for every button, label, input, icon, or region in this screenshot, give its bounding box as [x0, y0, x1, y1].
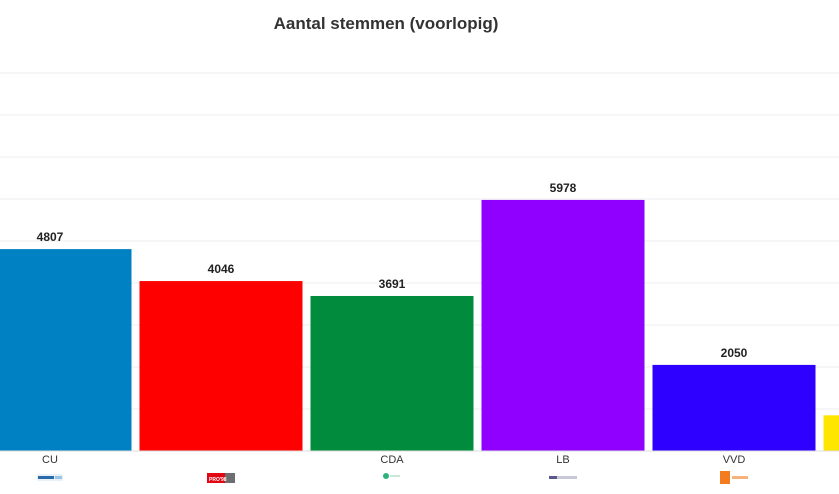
data-label: 2050	[721, 346, 748, 360]
bar	[310, 295, 474, 451]
category-labels: CU CDA LB VVD	[42, 454, 745, 466]
party-logos: PRO'98	[37, 471, 748, 484]
category-label: LB	[556, 454, 569, 466]
pro98-logo: PRO'98	[207, 473, 235, 483]
chart-title: Aantal stemmen (voorlopig)	[273, 14, 499, 33]
bar	[481, 199, 645, 451]
logo-text: PRO'98	[209, 477, 227, 483]
data-label: 3691	[379, 277, 406, 291]
bars	[0, 199, 839, 451]
bar	[0, 249, 132, 451]
bar	[139, 281, 303, 451]
category-label: CDA	[380, 454, 404, 466]
christenunie-logo	[37, 474, 63, 481]
data-label: 4046	[208, 262, 235, 276]
cda-logo	[383, 473, 400, 479]
bar	[652, 364, 816, 451]
data-label: 4807	[37, 230, 64, 244]
lokaal-belang-logo	[549, 476, 577, 479]
data-label: 5978	[550, 181, 577, 195]
vvd-logo	[720, 471, 748, 484]
value-labels: 4807 4046 3691 5978 2050	[37, 181, 748, 360]
category-label: CU	[42, 454, 58, 466]
bar	[823, 415, 839, 451]
category-label: VVD	[723, 454, 746, 466]
